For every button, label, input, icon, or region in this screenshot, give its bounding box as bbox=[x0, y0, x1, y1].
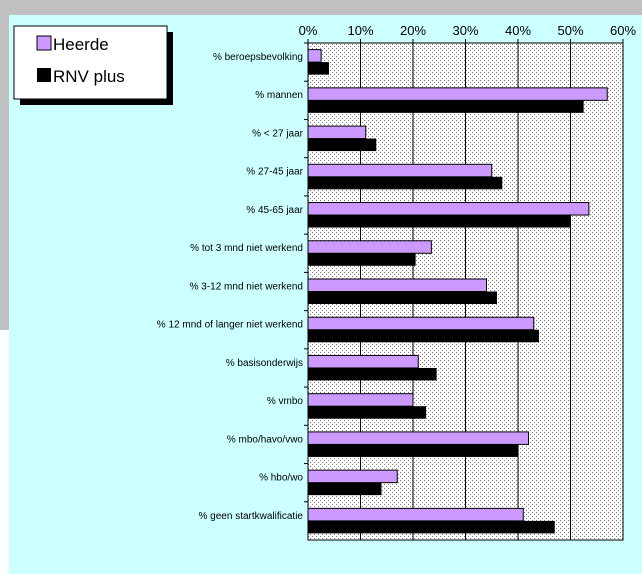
legend-label-heerde: Heerde bbox=[53, 35, 109, 54]
category-label: % 45-65 jaar bbox=[246, 205, 303, 216]
bar-rnv-plus bbox=[308, 482, 382, 496]
category-label: % mannen bbox=[255, 90, 303, 101]
category-label: % mbo/havo/vwo bbox=[227, 434, 304, 445]
x-tick-label: 50% bbox=[557, 23, 583, 38]
top-background bbox=[0, 0, 642, 15]
bar-heerde bbox=[307, 393, 414, 407]
bars bbox=[307, 49, 608, 534]
bar-rnv-plus bbox=[308, 138, 377, 152]
bar-rnv-plus bbox=[308, 215, 571, 228]
bar-heerde bbox=[307, 163, 493, 178]
category-label: % beroepsbevolking bbox=[213, 52, 303, 63]
bar-heerde bbox=[307, 507, 524, 522]
x-tick-label: 20% bbox=[400, 23, 426, 38]
bar-rnv-plus bbox=[308, 329, 539, 343]
category-label: % hbo/wo bbox=[259, 473, 303, 484]
bar-heerde bbox=[307, 240, 432, 254]
bar-heerde bbox=[307, 354, 419, 369]
bar-rnv-plus bbox=[308, 444, 518, 457]
bar-heerde bbox=[307, 202, 590, 216]
x-tick-label: 0% bbox=[299, 23, 318, 38]
category-label: % 12 mnd of langer niet werkend bbox=[157, 320, 303, 331]
x-tick-label: 30% bbox=[452, 23, 478, 38]
x-tick-label: 10% bbox=[347, 23, 373, 38]
bar-heerde bbox=[307, 431, 529, 445]
bar-heerde bbox=[307, 87, 608, 101]
bar-rnv-plus bbox=[308, 367, 437, 381]
x-axis-ticks: 0% 10% 20% 30% 40% 50% 60% bbox=[299, 23, 636, 43]
category-label: % < 27 jaar bbox=[252, 128, 304, 139]
bar-rnv-plus bbox=[308, 253, 416, 266]
legend-swatch-rnv-plus bbox=[37, 68, 51, 82]
bar-heerde bbox=[307, 49, 322, 63]
legend-label-rnv-plus: RNV plus bbox=[53, 67, 125, 86]
category-label: % 27-45 jaar bbox=[246, 167, 303, 178]
bar-rnv-plus bbox=[308, 62, 329, 75]
bar-rnv-plus bbox=[308, 176, 503, 190]
category-label: % 3-12 mnd niet werkend bbox=[190, 281, 303, 292]
bar-rnv-plus bbox=[308, 406, 427, 419]
category-label: % geen startkwalificatie bbox=[199, 511, 304, 522]
bar-rnv-plus bbox=[308, 520, 555, 534]
bar-heerde bbox=[307, 469, 398, 484]
bar-rnv-plus bbox=[308, 100, 584, 113]
bar-heerde bbox=[307, 125, 367, 140]
legend-swatch-heerde bbox=[36, 35, 52, 51]
legend: Heerde RNV plus bbox=[13, 25, 173, 105]
x-tick-label: 40% bbox=[505, 23, 531, 38]
category-label: % vmbo bbox=[267, 396, 304, 407]
category-labels: % beroepsbevolking % mannen % < 27 jaar % 2… bbox=[157, 52, 304, 522]
bar-rnv-plus bbox=[308, 291, 497, 304]
left-white-box bbox=[0, 330, 9, 574]
bar-heerde bbox=[307, 316, 535, 331]
bar-heerde bbox=[307, 278, 487, 292]
category-label: % basisonderwijs bbox=[226, 358, 303, 369]
category-label: % tot 3 mnd niet werkend bbox=[190, 243, 303, 254]
x-tick-label: 60% bbox=[610, 23, 636, 38]
